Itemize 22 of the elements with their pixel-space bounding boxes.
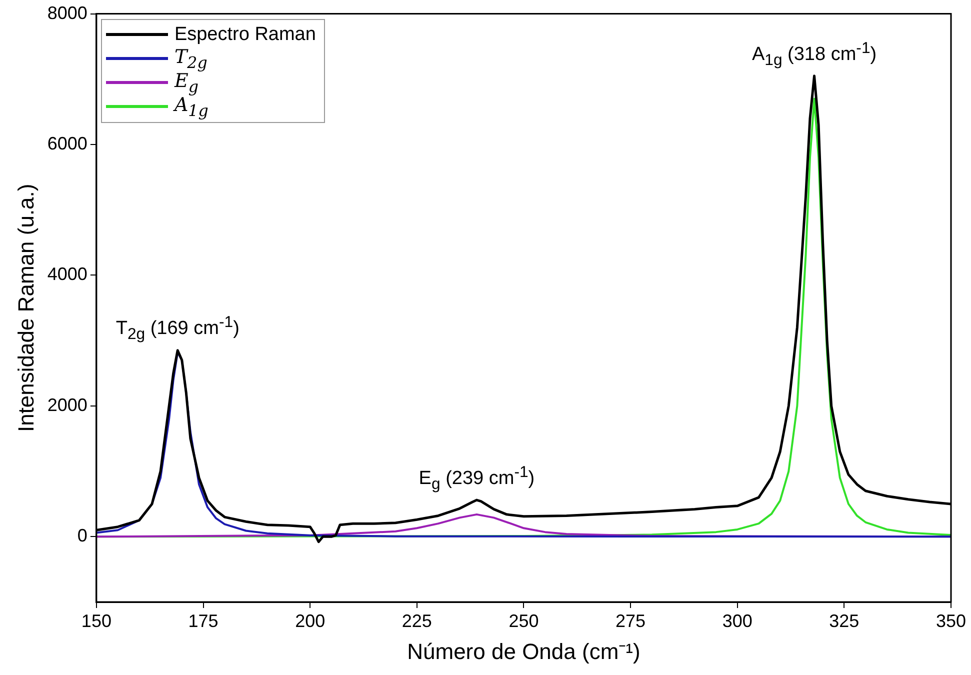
x-tick-label: 275 bbox=[616, 610, 646, 631]
y-axis-title: Intensidade Raman (u.a.) bbox=[13, 184, 38, 432]
annotation: E$_{g}$ (239 cm$^{-1}$) bbox=[418, 464, 535, 494]
x-tick-label: 225 bbox=[402, 610, 432, 631]
annotation: T$_{2g}$ (169 cm$^{-1}$) bbox=[116, 314, 240, 344]
x-tick-label: 300 bbox=[722, 610, 752, 631]
legend-label: T$_{2g}$ bbox=[174, 46, 208, 72]
y-tick-label: 2000 bbox=[47, 394, 88, 415]
x-tick-label: 200 bbox=[295, 610, 326, 631]
y-tick-label: 8000 bbox=[47, 2, 88, 23]
y-tick-label: 6000 bbox=[47, 133, 88, 154]
x-tick-label: 250 bbox=[508, 610, 539, 631]
y-tick-label: 0 bbox=[77, 526, 88, 546]
x-tick-label: 325 bbox=[829, 610, 860, 631]
x-tick-label: 150 bbox=[81, 610, 112, 631]
annotation: A$_{1g}$ (318 cm$^{-1}$) bbox=[752, 40, 877, 70]
legend-label: E$_{g}$ bbox=[174, 70, 198, 96]
y-tick-label: 4000 bbox=[47, 264, 88, 284]
legend-label: Espectro Raman bbox=[174, 24, 316, 46]
x-tick-label: 350 bbox=[936, 610, 966, 631]
x-tick-label: 175 bbox=[188, 610, 218, 631]
x-axis-title: Número de Onda (cm⁻¹) bbox=[407, 638, 640, 664]
